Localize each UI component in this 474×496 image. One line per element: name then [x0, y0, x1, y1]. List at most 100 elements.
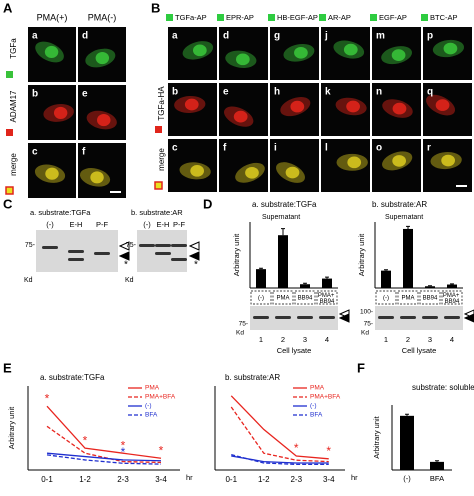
significance-mark: *: [121, 445, 126, 459]
column-label: BTC-AP: [430, 13, 458, 22]
row-label: TGFa-HA: [157, 86, 166, 121]
cell-body: [53, 106, 68, 119]
error-bar: [450, 283, 454, 285]
blot-title: a. substrate:TGFa: [30, 208, 91, 217]
bar: [300, 284, 310, 288]
band: [297, 316, 313, 319]
y-axis-label: Arbitrary unit: [372, 415, 381, 458]
band: [253, 316, 269, 319]
color-key: [5, 186, 14, 195]
bar: [278, 235, 288, 288]
band: [155, 252, 171, 255]
chart-title: a. substrate:TGFa: [252, 200, 317, 209]
micrograph: [321, 83, 370, 136]
cell-body: [391, 49, 406, 61]
band: [444, 316, 460, 319]
band: [94, 252, 110, 255]
band: [68, 258, 84, 261]
legend-label: (-): [145, 403, 152, 410]
series-line: [46, 405, 162, 459]
lane-label: P-F: [173, 220, 186, 229]
micrograph: [78, 85, 126, 140]
micrograph: [219, 27, 268, 80]
column-label: TGFa-AP: [175, 13, 207, 22]
y-axis-label: Arbitrary unit: [357, 233, 366, 276]
error-bar: [435, 460, 439, 462]
lane-label: 1: [384, 335, 388, 344]
significance-mark: *: [294, 441, 299, 455]
legend-label: BFA: [310, 412, 323, 419]
bar: [447, 284, 457, 288]
lane-label: 3: [428, 335, 432, 344]
arrowhead: [118, 251, 130, 261]
bar: [322, 278, 332, 288]
x-tick-label: 2-3: [117, 475, 129, 484]
category-box: [375, 290, 397, 305]
x-axis-label: hr: [186, 473, 193, 482]
cell-letter: k: [325, 87, 331, 98]
cell-body: [97, 114, 111, 127]
lane-label: 4: [325, 335, 329, 344]
category-box: [316, 290, 338, 305]
row-label: merge: [157, 148, 166, 171]
lane-label: P-F: [96, 220, 109, 229]
error-bar: [428, 285, 432, 287]
cell-body: [347, 156, 362, 169]
arrowhead: [463, 313, 474, 323]
lane-label: 2: [281, 335, 285, 344]
panel-label: A: [3, 0, 13, 15]
column-label: PMA(-): [88, 12, 117, 22]
x-tick-label: BB94: [298, 296, 313, 302]
cell-letter: f: [223, 143, 227, 154]
cell-letter: i: [274, 143, 277, 154]
cell-letter: m: [376, 31, 385, 42]
cell-letter: j: [324, 31, 328, 42]
band: [155, 244, 171, 247]
cell-body: [443, 42, 458, 55]
color-key: [155, 126, 162, 133]
micrograph: [168, 139, 217, 192]
bar: [400, 415, 414, 470]
mw-marker: 75-: [239, 321, 248, 328]
chart-subtitle: Supernatant: [262, 214, 300, 221]
cell-body: [392, 102, 407, 115]
panel-label: E: [3, 360, 12, 375]
legend-label: BFA: [145, 412, 158, 419]
color-key: [370, 14, 377, 21]
x-tick-label: PMA: [276, 296, 289, 302]
micrograph: [78, 143, 126, 198]
x-tick-label: (-): [383, 296, 389, 302]
band: [171, 244, 187, 247]
category-box: [250, 290, 272, 305]
band-mark: *: [124, 260, 128, 271]
row-label: TGFa: [9, 38, 18, 59]
cell-body: [245, 166, 259, 179]
micrograph: [270, 139, 319, 192]
arrowhead: [338, 313, 350, 323]
x-tick-label: 3-4: [323, 475, 335, 484]
lane-label: E-H: [70, 220, 83, 229]
x-tick-label: BFA: [430, 474, 444, 483]
legend-label: (-): [310, 403, 317, 410]
series-line: [230, 406, 329, 463]
legend-label: PMA: [145, 385, 160, 392]
micrograph: [321, 139, 370, 192]
band: [275, 316, 291, 319]
cell-body: [435, 99, 450, 111]
cell-body: [90, 171, 104, 184]
lane-label: E-H: [157, 220, 170, 229]
cell-letter: f: [82, 147, 86, 158]
band: [422, 316, 438, 319]
error-bar: [384, 269, 388, 271]
cell-body: [192, 44, 207, 57]
lane-label: (-): [143, 220, 151, 229]
column-label: HB-EGF-AP: [277, 13, 318, 22]
cell-letter: h: [274, 87, 280, 98]
cell-letter: d: [223, 31, 229, 42]
color-key: [166, 14, 173, 21]
blot-title: b. substrate:AR: [131, 208, 183, 217]
cell-letter: g: [274, 31, 280, 42]
micrograph: [423, 83, 472, 136]
cell-body: [95, 52, 110, 65]
color-key: [319, 14, 326, 21]
